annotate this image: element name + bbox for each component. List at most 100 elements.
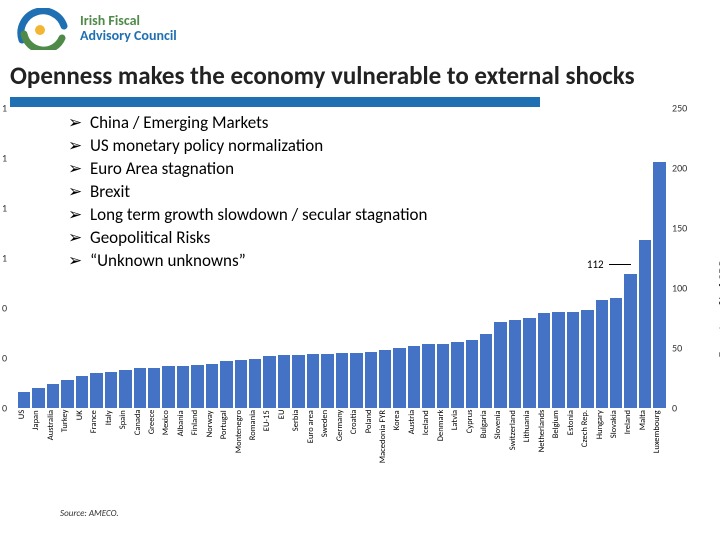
x-label: Japan — [32, 410, 44, 463]
header: Irish Fiscal Advisory Council — [0, 0, 720, 54]
x-label: Switzerland — [509, 410, 521, 463]
x-label: Euro area — [307, 410, 319, 463]
bar — [206, 364, 218, 408]
x-label: Bulgaria — [480, 410, 492, 463]
bar — [350, 353, 362, 408]
bar — [263, 356, 275, 408]
logo — [12, 8, 74, 50]
bar — [523, 318, 535, 408]
x-label: Croatia — [350, 410, 362, 463]
bar — [624, 274, 636, 408]
x-label: Montenegro — [235, 410, 247, 463]
x-label: Malta — [639, 410, 651, 463]
bar — [494, 322, 506, 408]
left-tick: 1 — [2, 252, 7, 265]
bar — [220, 361, 232, 408]
bar — [278, 355, 290, 408]
bar — [119, 370, 131, 408]
bar — [639, 240, 651, 408]
left-tick: 1 — [2, 202, 7, 215]
bar — [249, 359, 261, 408]
x-label: Slovakia — [610, 410, 622, 463]
x-label: US — [18, 410, 30, 463]
bar — [177, 366, 189, 408]
logo-swoosh-icon — [12, 8, 74, 50]
x-label: Iceland — [422, 410, 434, 463]
left-tick: 1 — [2, 102, 7, 115]
bar — [393, 348, 405, 408]
x-label: Ireland — [624, 410, 636, 463]
x-label: Austria — [408, 410, 420, 463]
x-label: France — [90, 410, 102, 463]
bar — [162, 366, 174, 408]
page-title: Openness makes the economy vulnerable to… — [0, 54, 720, 93]
callout-line — [609, 264, 631, 265]
bar — [596, 300, 608, 408]
bar — [191, 365, 203, 408]
bar — [134, 368, 146, 408]
x-label: Lithuania — [523, 410, 535, 463]
right-tick: 150 — [672, 222, 687, 235]
x-label: Cyprus — [466, 410, 478, 463]
title-underline — [10, 97, 540, 107]
x-label: Denmark — [437, 410, 449, 463]
x-label: Australia — [47, 410, 59, 463]
x-label: Portugal — [220, 410, 232, 463]
x-label: Poland — [365, 410, 377, 463]
bar — [610, 298, 622, 408]
x-label: Canada — [134, 410, 146, 463]
logo-text: Irish Fiscal Advisory Council — [80, 14, 177, 43]
x-label: Macedonia FYR — [379, 410, 391, 463]
bar — [422, 344, 434, 408]
bar — [307, 354, 319, 408]
x-label: Finland — [191, 410, 203, 463]
left-tick: 0 — [2, 302, 7, 315]
right-tick: 250 — [672, 102, 687, 115]
bar — [321, 354, 333, 408]
bar — [365, 352, 377, 408]
x-label: Spain — [119, 410, 131, 463]
x-label: UK — [76, 410, 88, 463]
x-label: Luxembourg — [653, 410, 665, 463]
bar — [336, 353, 348, 408]
bar — [32, 388, 44, 408]
callout-value: 112 — [587, 258, 604, 271]
bar — [61, 380, 73, 408]
x-label: Romania — [249, 410, 261, 463]
right-tick: 100 — [672, 282, 687, 295]
left-tick: 1 — [2, 152, 7, 165]
bar — [480, 334, 492, 408]
x-label: Turkey — [61, 410, 73, 463]
bar — [538, 313, 550, 408]
x-label: Norway — [206, 410, 218, 463]
bar — [451, 342, 463, 408]
x-label: EU — [278, 410, 290, 463]
right-tick: 0 — [672, 402, 677, 415]
x-label: EU-15 — [263, 410, 275, 463]
bar — [292, 355, 304, 408]
x-label: Belgium — [552, 410, 564, 463]
source-text: Source: AMECO. — [60, 508, 119, 519]
left-tick: 0 — [2, 352, 7, 365]
bar — [90, 373, 102, 408]
x-label: Albania — [177, 410, 189, 463]
bar — [653, 162, 665, 408]
bar — [466, 340, 478, 408]
bar — [552, 312, 564, 408]
bar — [18, 392, 30, 408]
bar — [379, 350, 391, 408]
left-tick: 0 — [2, 402, 7, 415]
x-label: Germany — [336, 410, 348, 463]
x-label: Estonia — [567, 410, 579, 463]
bar — [148, 368, 160, 408]
bar — [581, 310, 593, 408]
x-label: Italy — [105, 410, 117, 463]
x-label: Sweden — [321, 410, 333, 463]
chart-plot — [16, 108, 668, 408]
logo-line2: Advisory Council — [80, 29, 177, 44]
right-tick: 200 — [672, 162, 687, 175]
x-label: Hungary — [596, 410, 608, 463]
bar — [567, 312, 579, 408]
x-label: Netherlands — [538, 410, 550, 463]
x-label: Greece — [148, 410, 160, 463]
